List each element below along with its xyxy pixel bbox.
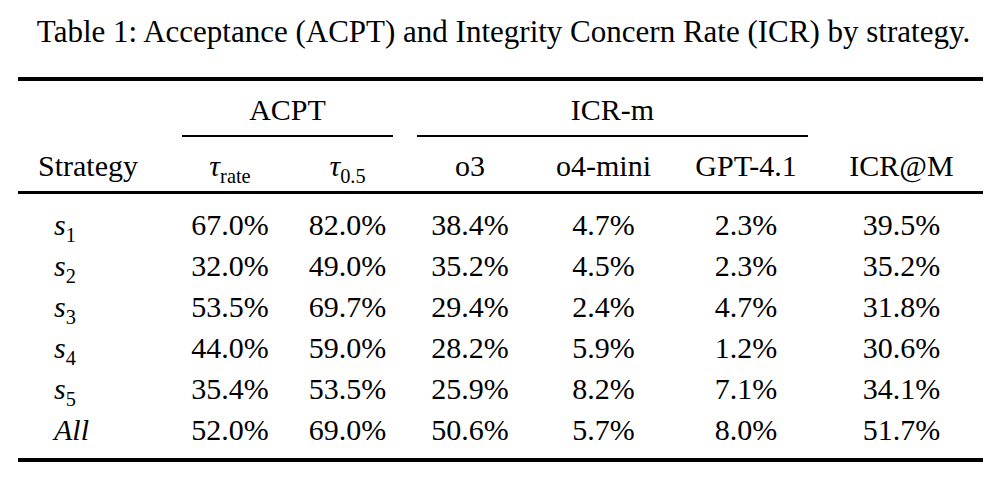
table-row-s3: s3 53.5% 69.7% 29.4% 2.4% 4.7% 31.8% [18,286,983,327]
value-cell: 44.0% [170,327,290,368]
results-table: ACPT ICR-m Strategy τrate τ0.5 [18,77,983,462]
table-row-all: All 52.0% 69.0% 50.6% 5.7% 8.0% 51.7% [18,409,983,460]
table-caption: Table 1: Acceptance (ACPT) and Integrity… [0,14,1007,50]
value-cell: 35.2% [405,245,535,286]
column-header-strategy: Strategy [18,137,170,193]
value-cell: 53.5% [290,368,405,409]
value-cell: 82.0% [290,193,405,246]
value-cell: 5.7% [535,409,672,460]
table-row-s5: s5 35.4% 53.5% 25.9% 8.2% 7.1% 34.1% [18,368,983,409]
row-label: s5 [18,368,170,409]
value-cell: 4.7% [535,193,672,246]
value-cell: 8.0% [672,409,820,460]
row-label: s2 [18,245,170,286]
column-header-icr-at-m: ICR@M [820,137,983,193]
value-cell: 39.5% [820,193,983,246]
corner-cell-right [820,79,983,137]
value-cell: 51.7% [820,409,983,460]
value-cell: 7.1% [672,368,820,409]
value-cell: 52.0% [170,409,290,460]
value-cell: 29.4% [405,286,535,327]
value-cell: 4.7% [672,286,820,327]
value-cell: 38.4% [405,193,535,246]
corner-cell [18,79,170,137]
value-cell: 28.2% [405,327,535,368]
value-cell: 5.9% [535,327,672,368]
column-header-o3: o3 [405,137,535,193]
value-cell: 1.2% [672,327,820,368]
icr-m-group-label-with-underline: ICR-m [417,93,808,137]
value-cell: 35.4% [170,368,290,409]
paper-table-figure: Table 1: Acceptance (ACPT) and Integrity… [0,0,1007,479]
value-cell: 35.2% [820,245,983,286]
value-cell: 69.0% [290,409,405,460]
row-label: s1 [18,193,170,246]
value-cell: 30.6% [820,327,983,368]
row-label: s3 [18,286,170,327]
group-header-row: ACPT ICR-m [18,79,983,137]
row-label: s4 [18,327,170,368]
value-cell: 67.0% [170,193,290,246]
table-row-s1: s1 67.0% 82.0% 38.4% 4.7% 2.3% 39.5% [18,193,983,246]
value-cell: 53.5% [170,286,290,327]
value-cell: 69.7% [290,286,405,327]
value-cell: 50.6% [405,409,535,460]
value-cell: 49.0% [290,245,405,286]
table-row-s2: s2 32.0% 49.0% 35.2% 4.5% 2.3% 35.2% [18,245,983,286]
value-cell: 4.5% [535,245,672,286]
column-header-tau-0-5: τ0.5 [290,137,405,193]
value-cell: 2.3% [672,193,820,246]
value-cell: 31.8% [820,286,983,327]
column-header-tau-rate: τrate [170,137,290,193]
value-cell: 8.2% [535,368,672,409]
value-cell: 2.3% [672,245,820,286]
row-label: All [18,409,170,460]
value-cell: 32.0% [170,245,290,286]
value-cell: 2.4% [535,286,672,327]
column-header-row: Strategy τrate τ0.5 o3 o4-mini [18,137,983,193]
column-header-gpt-4-1: GPT-4.1 [672,137,820,193]
value-cell: 59.0% [290,327,405,368]
acpt-group-label-with-underline: ACPT [182,93,393,137]
group-header-icr-m: ICR-m [405,79,820,137]
value-cell: 34.1% [820,368,983,409]
column-header-o4-mini: o4-mini [535,137,672,193]
value-cell: 25.9% [405,368,535,409]
group-header-acpt: ACPT [170,79,405,137]
table-row-s4: s4 44.0% 59.0% 28.2% 5.9% 1.2% 30.6% [18,327,983,368]
table-container: ACPT ICR-m Strategy τrate τ0.5 [18,77,983,462]
